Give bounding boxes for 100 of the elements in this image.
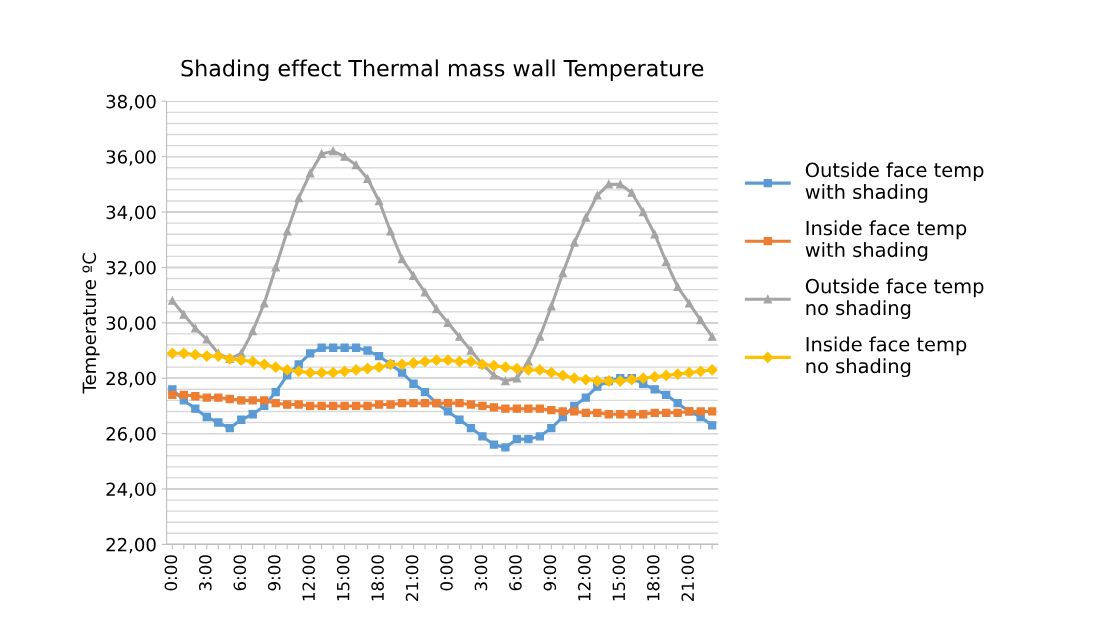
y-tick-label: 24,00 bbox=[106, 482, 156, 498]
point bbox=[649, 371, 661, 383]
point bbox=[535, 404, 545, 413]
point bbox=[512, 404, 522, 413]
point bbox=[637, 372, 649, 384]
point bbox=[534, 364, 546, 376]
point bbox=[397, 368, 407, 377]
point bbox=[202, 393, 211, 402]
point bbox=[283, 400, 292, 409]
x-tick-label: 21:00 bbox=[681, 555, 694, 601]
point bbox=[361, 362, 374, 375]
point bbox=[614, 375, 626, 387]
point bbox=[558, 407, 567, 416]
point bbox=[535, 332, 545, 341]
x-tick-label: 15:00 bbox=[612, 555, 626, 601]
legend-label: Inside face temp with shading bbox=[805, 220, 967, 261]
point bbox=[305, 401, 315, 411]
point bbox=[294, 194, 303, 203]
point bbox=[351, 160, 361, 170]
point bbox=[696, 407, 705, 416]
point bbox=[616, 180, 625, 189]
point bbox=[202, 335, 211, 344]
y-tick-label: 38,00 bbox=[106, 94, 156, 111]
point bbox=[524, 404, 533, 413]
point bbox=[672, 368, 684, 380]
point bbox=[317, 343, 326, 352]
point bbox=[696, 315, 705, 325]
point bbox=[639, 207, 648, 217]
y-tick-label: 32,00 bbox=[106, 260, 156, 277]
point bbox=[363, 346, 372, 355]
point bbox=[396, 358, 408, 370]
legend-label: Outside face temp no shading bbox=[805, 278, 984, 319]
point bbox=[328, 146, 338, 156]
x-tick-label: 21:00 bbox=[405, 555, 419, 601]
point bbox=[397, 398, 407, 408]
point bbox=[466, 423, 476, 433]
y-tick-label: 22,00 bbox=[106, 537, 156, 554]
point bbox=[535, 432, 545, 441]
point bbox=[317, 149, 326, 159]
point bbox=[316, 367, 328, 379]
point bbox=[201, 350, 213, 362]
legend-label: Outside face temp with shading bbox=[805, 162, 984, 203]
point bbox=[443, 398, 453, 408]
point bbox=[432, 304, 441, 314]
point bbox=[202, 412, 211, 422]
point bbox=[168, 390, 177, 400]
point bbox=[420, 398, 430, 408]
point bbox=[374, 400, 384, 409]
x-tick-label: 12:00 bbox=[578, 555, 591, 601]
point bbox=[340, 401, 349, 411]
point bbox=[248, 396, 257, 405]
point bbox=[237, 396, 246, 405]
x-tick-label: 9:00 bbox=[543, 555, 557, 591]
x-tick-label: 15:00 bbox=[336, 555, 350, 601]
point bbox=[581, 213, 590, 222]
point bbox=[568, 372, 580, 384]
point bbox=[443, 407, 453, 416]
y-tick-label: 28,00 bbox=[106, 371, 156, 388]
point bbox=[489, 403, 499, 412]
point bbox=[179, 310, 188, 319]
point bbox=[650, 385, 659, 394]
point bbox=[707, 407, 717, 416]
x-tick-label: 0:00 bbox=[440, 555, 453, 591]
point bbox=[580, 373, 592, 386]
point bbox=[604, 180, 613, 189]
point bbox=[545, 367, 557, 379]
x-tick-label: 18:00 bbox=[371, 555, 384, 601]
x-tick-label: 9:00 bbox=[267, 555, 281, 591]
point bbox=[512, 374, 522, 383]
point bbox=[547, 405, 556, 415]
point bbox=[557, 369, 569, 382]
point bbox=[328, 343, 338, 352]
x-tick-label: 6:00 bbox=[509, 555, 522, 591]
point bbox=[363, 401, 372, 411]
point bbox=[547, 302, 556, 311]
point bbox=[363, 174, 372, 183]
point bbox=[248, 326, 257, 336]
point bbox=[673, 398, 682, 408]
point bbox=[593, 191, 602, 200]
point bbox=[591, 375, 603, 387]
point bbox=[627, 410, 636, 419]
point bbox=[373, 361, 385, 373]
point bbox=[258, 358, 270, 370]
point bbox=[214, 393, 223, 402]
point bbox=[442, 354, 454, 366]
point bbox=[466, 346, 476, 355]
point bbox=[270, 361, 282, 373]
point bbox=[616, 410, 625, 419]
point bbox=[305, 169, 315, 178]
point bbox=[350, 364, 362, 376]
point bbox=[271, 263, 280, 272]
point bbox=[501, 443, 510, 452]
point bbox=[650, 230, 659, 239]
y-tick-label: 36,00 bbox=[106, 150, 156, 166]
point bbox=[178, 347, 190, 359]
point bbox=[524, 357, 533, 366]
point bbox=[317, 401, 326, 411]
point bbox=[478, 401, 487, 411]
x-tick-label: 6:00 bbox=[233, 555, 247, 591]
y-tick-label: 30,00 bbox=[106, 316, 156, 332]
